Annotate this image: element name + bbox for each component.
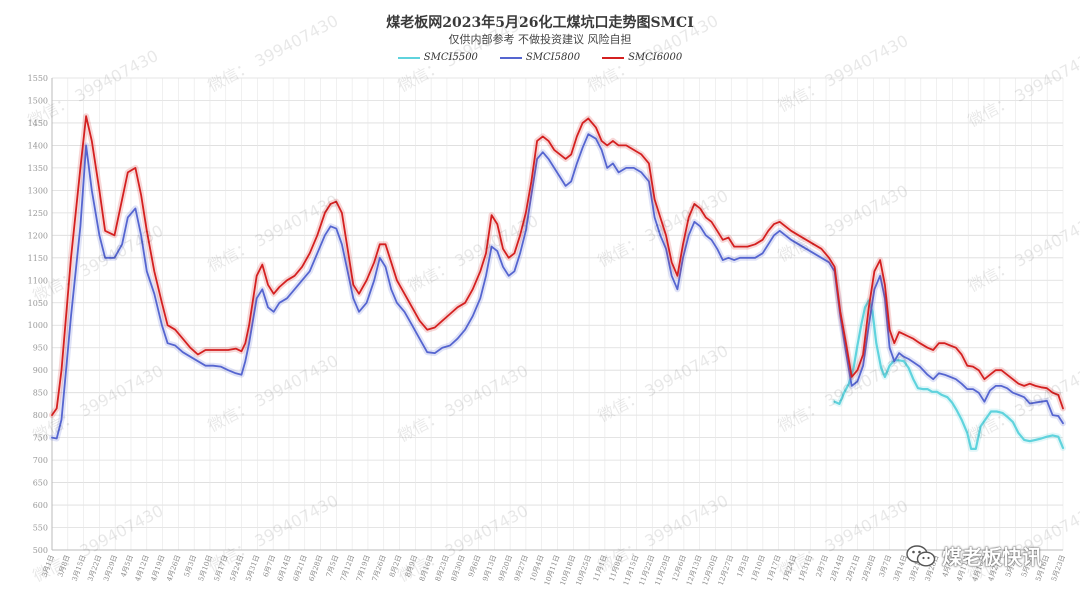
x-tick-label: 4月5日 <box>120 554 135 578</box>
x-tick-label: 3月29日 <box>102 554 119 582</box>
x-tick-label: 5月24日 <box>229 554 246 582</box>
y-tick-label: 1400 <box>28 141 48 150</box>
x-tick-label: 12月27日 <box>717 554 735 587</box>
x-tick-label: 5月3日 <box>183 554 198 578</box>
x-tick-label: 1月31日 <box>797 554 814 582</box>
x-tick-label: 3月8日 <box>56 554 71 578</box>
x-tick-label: 11月29日 <box>654 554 672 587</box>
legend-label: SMCI6000 <box>628 52 683 63</box>
chart-subtitle: 仅供内部参考 不做投资建议 风险自担 <box>448 33 632 46</box>
x-tick-label: 9月27日 <box>513 554 530 582</box>
x-tick-label: 8月16日 <box>418 554 435 582</box>
y-tick-label: 500 <box>33 546 48 555</box>
x-tick-label: 5月23日 <box>1050 554 1067 582</box>
x-tick-label: 11月8日 <box>608 554 625 582</box>
x-tick-label: 3月1日 <box>41 554 56 578</box>
x-tick-label: 3月7日 <box>878 554 893 578</box>
x-tick-label: 9月20日 <box>497 554 514 582</box>
x-tick-label: 4月19日 <box>150 554 167 582</box>
y-tick-label: 850 <box>33 389 48 398</box>
brand-logo: 煤老板快讯 <box>906 541 1042 570</box>
legend-swatch <box>397 56 420 59</box>
legend-swatch <box>499 56 522 59</box>
x-tick-label: 7月19日 <box>355 554 372 582</box>
x-tick-label: 2月28日 <box>860 554 877 582</box>
x-tick-label: 11月1日 <box>592 554 609 582</box>
y-tick-label: 950 <box>33 344 48 353</box>
y-tick-label: 800 <box>33 411 48 420</box>
y-tick-label: 1250 <box>28 209 48 218</box>
y-tick-label: 550 <box>33 524 48 533</box>
y-tick-label: 1050 <box>28 299 48 308</box>
series-line-SMCI5500 <box>833 299 1065 450</box>
chart-title: 煤老板网2023年5月26化工煤坑口走势图SMCI <box>386 15 694 31</box>
legend-swatch <box>602 56 625 59</box>
x-tick-label: 6月28日 <box>308 554 325 582</box>
x-tick-label: 1月17日 <box>766 554 783 582</box>
x-tick-label: 8月2日 <box>388 554 403 578</box>
y-tick-label: 1000 <box>28 321 48 330</box>
legend-item: SMCI5800 <box>499 52 581 63</box>
x-tick-label: 8月9日 <box>404 554 419 578</box>
y-tick-label: 700 <box>33 456 48 465</box>
x-tick-label: 10月4日 <box>529 554 546 582</box>
x-tick-label: 1月3日 <box>736 554 751 578</box>
x-tick-label: 1月10日 <box>750 554 767 582</box>
x-tick-label: 9月13日 <box>481 554 498 582</box>
y-tick-label: 750 <box>33 434 48 443</box>
x-tick-label: 5月17日 <box>213 554 230 582</box>
y-tick-label: 1100 <box>28 276 48 285</box>
y-tick-label: 1550 <box>28 74 48 83</box>
y-tick-label: 650 <box>33 479 48 488</box>
y-tick-label: 1500 <box>28 96 48 105</box>
legend-label: SMCI5800 <box>525 52 581 63</box>
x-tick-label: 6月21日 <box>292 554 309 582</box>
legend-item: SMCI5500 <box>397 52 478 63</box>
y-tick-label: 1300 <box>28 186 48 195</box>
y-tick-label: 900 <box>33 366 48 375</box>
x-tick-label: 7月5日 <box>325 554 340 578</box>
x-tick-label: 8月23日 <box>434 554 451 582</box>
legend-label: SMCI5500 <box>423 52 478 63</box>
x-tick-label: 7月12日 <box>339 554 356 582</box>
series-line-SMCI6000 <box>51 115 1064 416</box>
wechat-icon <box>906 544 936 567</box>
series-line-SMCI5800 <box>51 133 1064 440</box>
x-tick-label: 6月7日 <box>262 554 277 578</box>
x-tick-label: 10月25日 <box>575 554 593 587</box>
y-tick-label: 1350 <box>28 164 48 173</box>
x-tick-label: 8月30日 <box>450 554 467 582</box>
x-tick-label: 2月14日 <box>829 554 846 582</box>
y-tick-label: 600 <box>33 501 48 510</box>
x-tick-label: 5月10日 <box>197 554 214 582</box>
x-tick-label: 7月26日 <box>371 554 388 582</box>
x-tick-label: 3月15日 <box>71 554 88 582</box>
x-tick-label: 12月6日 <box>671 554 688 582</box>
x-tick-label: 3月22日 <box>86 554 103 582</box>
legend-item: SMCI6000 <box>602 52 682 63</box>
x-tick-label: 1月24日 <box>781 554 798 582</box>
legend: SMCI5500 SMCI5800 SMCI6000 <box>0 52 1080 63</box>
x-tick-label: 6月14日 <box>276 554 293 582</box>
x-tick-label: 5月31日 <box>244 554 261 582</box>
x-tick-label: 9月6日 <box>467 554 482 578</box>
x-tick-label: 2月21日 <box>845 554 862 582</box>
x-tick-label: 2月7日 <box>815 554 830 578</box>
y-tick-label: 1450 <box>28 119 48 128</box>
x-tick-label: 4月26日 <box>165 554 182 582</box>
y-tick-label: 1200 <box>28 231 48 240</box>
brand-name: 煤老板快讯 <box>942 545 1042 569</box>
y-tick-label: 1150 <box>28 254 48 263</box>
x-tick-label: 4月12日 <box>134 554 151 582</box>
